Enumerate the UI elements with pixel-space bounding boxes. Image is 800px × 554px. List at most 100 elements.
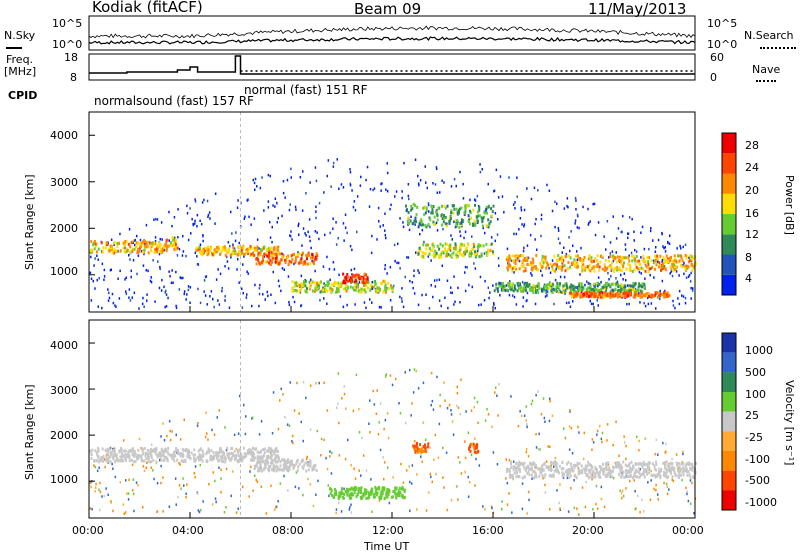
power-band-cell — [314, 287, 317, 291]
power-band-cell — [296, 254, 299, 258]
velocity-scatter-cell — [473, 406, 475, 409]
velocity-scatter-cell — [294, 485, 297, 489]
velocity-scatter-cell — [230, 494, 232, 498]
power-band-cell — [633, 293, 636, 297]
power-band-cell — [342, 279, 345, 283]
power-band-cell — [623, 261, 625, 265]
power-scatter-cell — [490, 236, 493, 239]
power-scatter-cell — [399, 295, 401, 299]
power-scatter-cell — [124, 246, 126, 250]
power-scatter-cell — [406, 256, 408, 259]
power-band-cell — [333, 282, 336, 286]
velocity-band-cell — [677, 469, 679, 473]
power-scatter-cell — [622, 278, 624, 281]
velocity-scatter-cell — [282, 393, 284, 396]
power-scatter-cell — [659, 289, 661, 293]
power-scatter-cell — [259, 186, 262, 190]
power-band-cell — [487, 205, 490, 209]
power-colorbar-swatch — [722, 173, 736, 194]
power-band-cell — [384, 280, 387, 284]
velocity-scatter-cell — [138, 437, 141, 441]
power-scatter-cell — [459, 170, 461, 174]
velocity-band-cell — [334, 490, 337, 494]
power-band-cell — [637, 267, 640, 271]
velocity-band-cell — [632, 476, 634, 480]
power-scatter-cell — [441, 264, 443, 267]
power-band-cell — [495, 286, 498, 290]
power-band-cell — [201, 250, 204, 254]
velocity-band-cell — [398, 491, 401, 495]
power-band-cell — [672, 267, 675, 271]
power-band-cell — [480, 252, 483, 256]
power-scatter-cell — [206, 303, 208, 306]
velocity-band-cell — [607, 468, 610, 472]
power-band-cell — [573, 258, 576, 262]
velocity-band-cell — [680, 473, 682, 477]
power-scatter-cell — [653, 276, 655, 279]
velocity-band-cell — [662, 461, 665, 465]
velocity-scatter-cell — [549, 508, 551, 511]
velocity-scatter-cell — [464, 470, 466, 474]
power-band-cell — [406, 220, 409, 223]
power-scatter-cell — [523, 223, 526, 226]
velocity-band-cell — [393, 489, 396, 493]
power-band-cell — [694, 262, 697, 266]
power-scatter-cell — [474, 199, 477, 202]
power-band-cell — [116, 245, 119, 249]
power-band-cell — [654, 267, 656, 271]
power-band-cell — [580, 291, 583, 295]
power-scatter-cell — [208, 211, 211, 214]
velocity-band-cell — [304, 461, 307, 465]
power-band-cell — [552, 287, 555, 291]
power-band-cell — [443, 214, 445, 217]
velocity-scatter-cell — [629, 479, 631, 483]
power-band-cell — [412, 221, 415, 225]
power-band-cell — [445, 242, 448, 246]
power-scatter-cell — [201, 201, 204, 204]
velocity-band-cell — [142, 459, 145, 463]
velocity-scatter-cell — [550, 464, 552, 467]
velocity-colorbar-swatch — [722, 490, 736, 510]
power-band-cell — [165, 239, 168, 242]
power-scatter-cell — [199, 301, 202, 305]
velocity-band-cell — [589, 468, 592, 472]
velocity-scatter-cell — [530, 402, 533, 406]
velocity-band-cell — [575, 476, 578, 480]
velocity-scatter-cell — [544, 483, 546, 487]
velocity-scatter-cell — [677, 467, 679, 470]
power-scatter-cell — [197, 287, 199, 291]
power-scatter-cell — [627, 232, 629, 235]
power-scatter-cell — [622, 214, 624, 218]
velocity-band-cell — [584, 467, 587, 471]
velocity-band-cell — [506, 467, 509, 471]
power-scatter-cell — [408, 228, 411, 232]
velocity-scatter-cell — [491, 425, 493, 428]
velocity-scatter-cell — [666, 485, 669, 489]
velocity-band-cell — [510, 462, 512, 466]
power-scatter-cell — [118, 297, 121, 300]
power-band-cell — [136, 251, 139, 254]
power-band-cell — [546, 290, 549, 294]
velocity-band-cell — [374, 485, 377, 489]
velocity-band-cell — [291, 462, 293, 466]
power-band-cell — [229, 253, 232, 257]
velocity-band-cell — [563, 472, 566, 476]
velocity-band-cell — [515, 469, 518, 473]
power-scatter-cell — [217, 268, 219, 271]
power-band-cell — [455, 224, 458, 228]
velocity-band-cell — [264, 465, 267, 469]
power-band-cell — [500, 283, 503, 287]
velocity-band-cell — [533, 462, 536, 466]
velocity-scatter-cell — [639, 511, 641, 514]
velocity-cb-tick-1000: 1000 — [745, 344, 773, 357]
velocity-band-cell — [217, 459, 220, 463]
power-scatter-cell — [574, 219, 577, 222]
velocity-band-cell — [667, 464, 670, 468]
power-scatter-cell — [234, 239, 237, 243]
power-scatter-cell — [523, 208, 526, 212]
power-scatter-cell — [137, 254, 140, 257]
velocity-band-cell — [186, 451, 189, 455]
power-scatter-cell — [356, 230, 358, 234]
power-scatter-cell — [518, 228, 520, 231]
velocity-cb-tick-500: 500 — [745, 366, 766, 379]
